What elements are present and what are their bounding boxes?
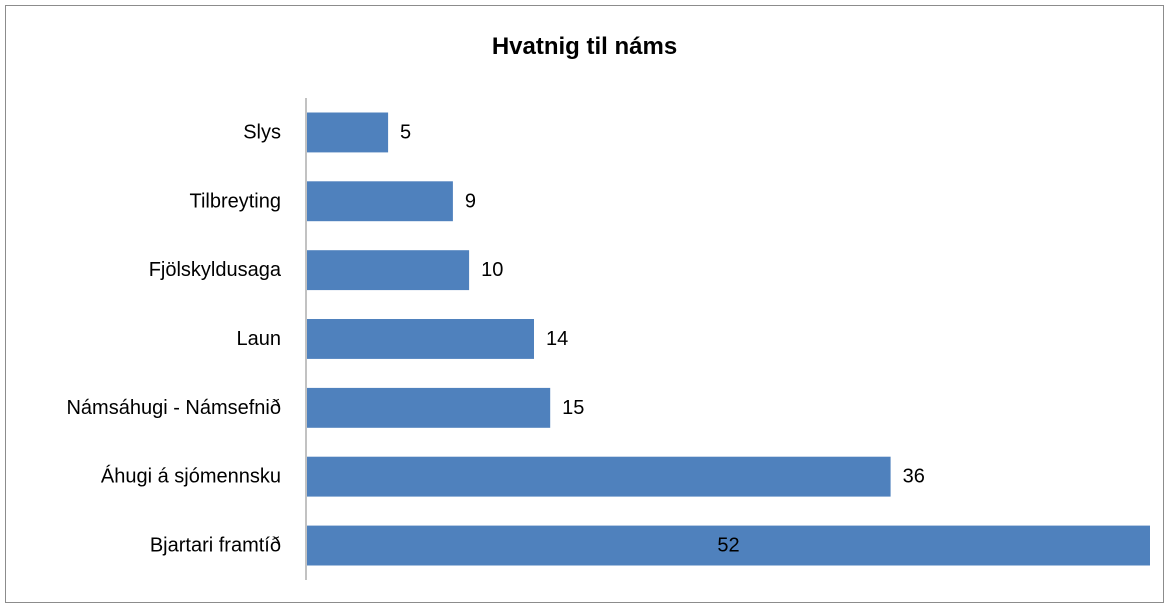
data-label: 52 bbox=[717, 535, 739, 557]
category-label: Fjölskyldusaga bbox=[149, 259, 282, 281]
data-label: 10 bbox=[481, 259, 503, 281]
category-label: Tilbreyting bbox=[189, 190, 281, 212]
chart-title: Hvatnig til náms bbox=[491, 33, 678, 60]
category-label: Bjartari framtíð bbox=[150, 535, 281, 557]
bar bbox=[307, 456, 891, 497]
bar bbox=[307, 250, 470, 291]
data-label: 15 bbox=[562, 397, 584, 419]
bar bbox=[307, 387, 551, 428]
bar bbox=[307, 181, 453, 222]
data-label: 9 bbox=[465, 190, 476, 212]
data-label: 36 bbox=[903, 466, 925, 488]
category-label: Áhugi á sjómennsku bbox=[101, 465, 281, 488]
category-label: Laun bbox=[237, 328, 282, 350]
category-label: Slys bbox=[243, 121, 281, 143]
category-label: Námsáhugi - Námsefnið bbox=[66, 397, 281, 419]
data-label: 5 bbox=[400, 121, 411, 143]
bar bbox=[307, 112, 389, 153]
bar bbox=[307, 319, 534, 359]
bar bbox=[307, 525, 1150, 566]
chart-frame bbox=[5, 5, 1164, 603]
data-label: 14 bbox=[546, 328, 568, 350]
